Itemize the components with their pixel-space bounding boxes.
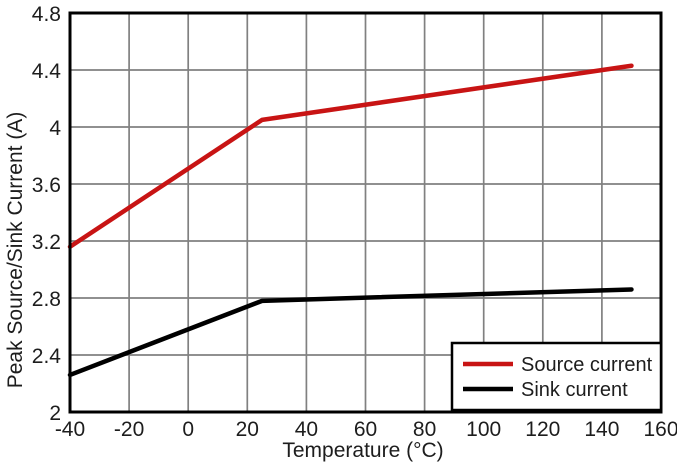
- grid-layer: [70, 13, 661, 412]
- y-tick-label: 2.4: [32, 345, 62, 368]
- series-line-source-current: [67, 63, 634, 249]
- legend-label-sink-current: Sink current: [521, 379, 628, 401]
- y-axis-title: Peak Source/Sink Current (A): [4, 112, 27, 389]
- x-tick-label: 40: [295, 418, 318, 441]
- y-tick-label: 2: [49, 402, 61, 425]
- x-tick-label: 100: [466, 418, 501, 441]
- y-tick-label: 2.8: [32, 288, 61, 311]
- legend-box: [450, 341, 663, 412]
- y-tick-label: 4.8: [32, 3, 61, 26]
- x-tick-label: -20: [114, 418, 144, 441]
- x-tick-label: -40: [55, 418, 85, 441]
- axis-layer: -40 -20 0 20 40 60 80 100 120 140 160 2 2.4 2.8 3.2 3.6…: [32, 3, 677, 441]
- x-tick-label: 140: [584, 418, 619, 441]
- x-tick-label: 60: [354, 418, 377, 441]
- x-tick-label: 80: [413, 418, 436, 441]
- x-tick-label: 120: [525, 418, 560, 441]
- y-tick-label: 3.2: [32, 231, 61, 254]
- y-tick-label: 4.4: [32, 60, 62, 83]
- series-line-sink-current: [67, 287, 634, 378]
- legend-layer: Source current Sink current: [450, 341, 663, 412]
- y-tick-label: 3.6: [32, 174, 61, 197]
- y-tick-label: 4: [49, 117, 61, 140]
- x-tick-label: 160: [643, 418, 677, 441]
- x-tick-label: 20: [236, 418, 259, 441]
- plot-border: [68, 11, 663, 414]
- x-axis-title: Temperature (°C): [282, 439, 443, 462]
- legend-label-source-current: Source current: [521, 354, 653, 376]
- x-tick-label: 0: [182, 418, 194, 441]
- series-layer: [67, 63, 634, 378]
